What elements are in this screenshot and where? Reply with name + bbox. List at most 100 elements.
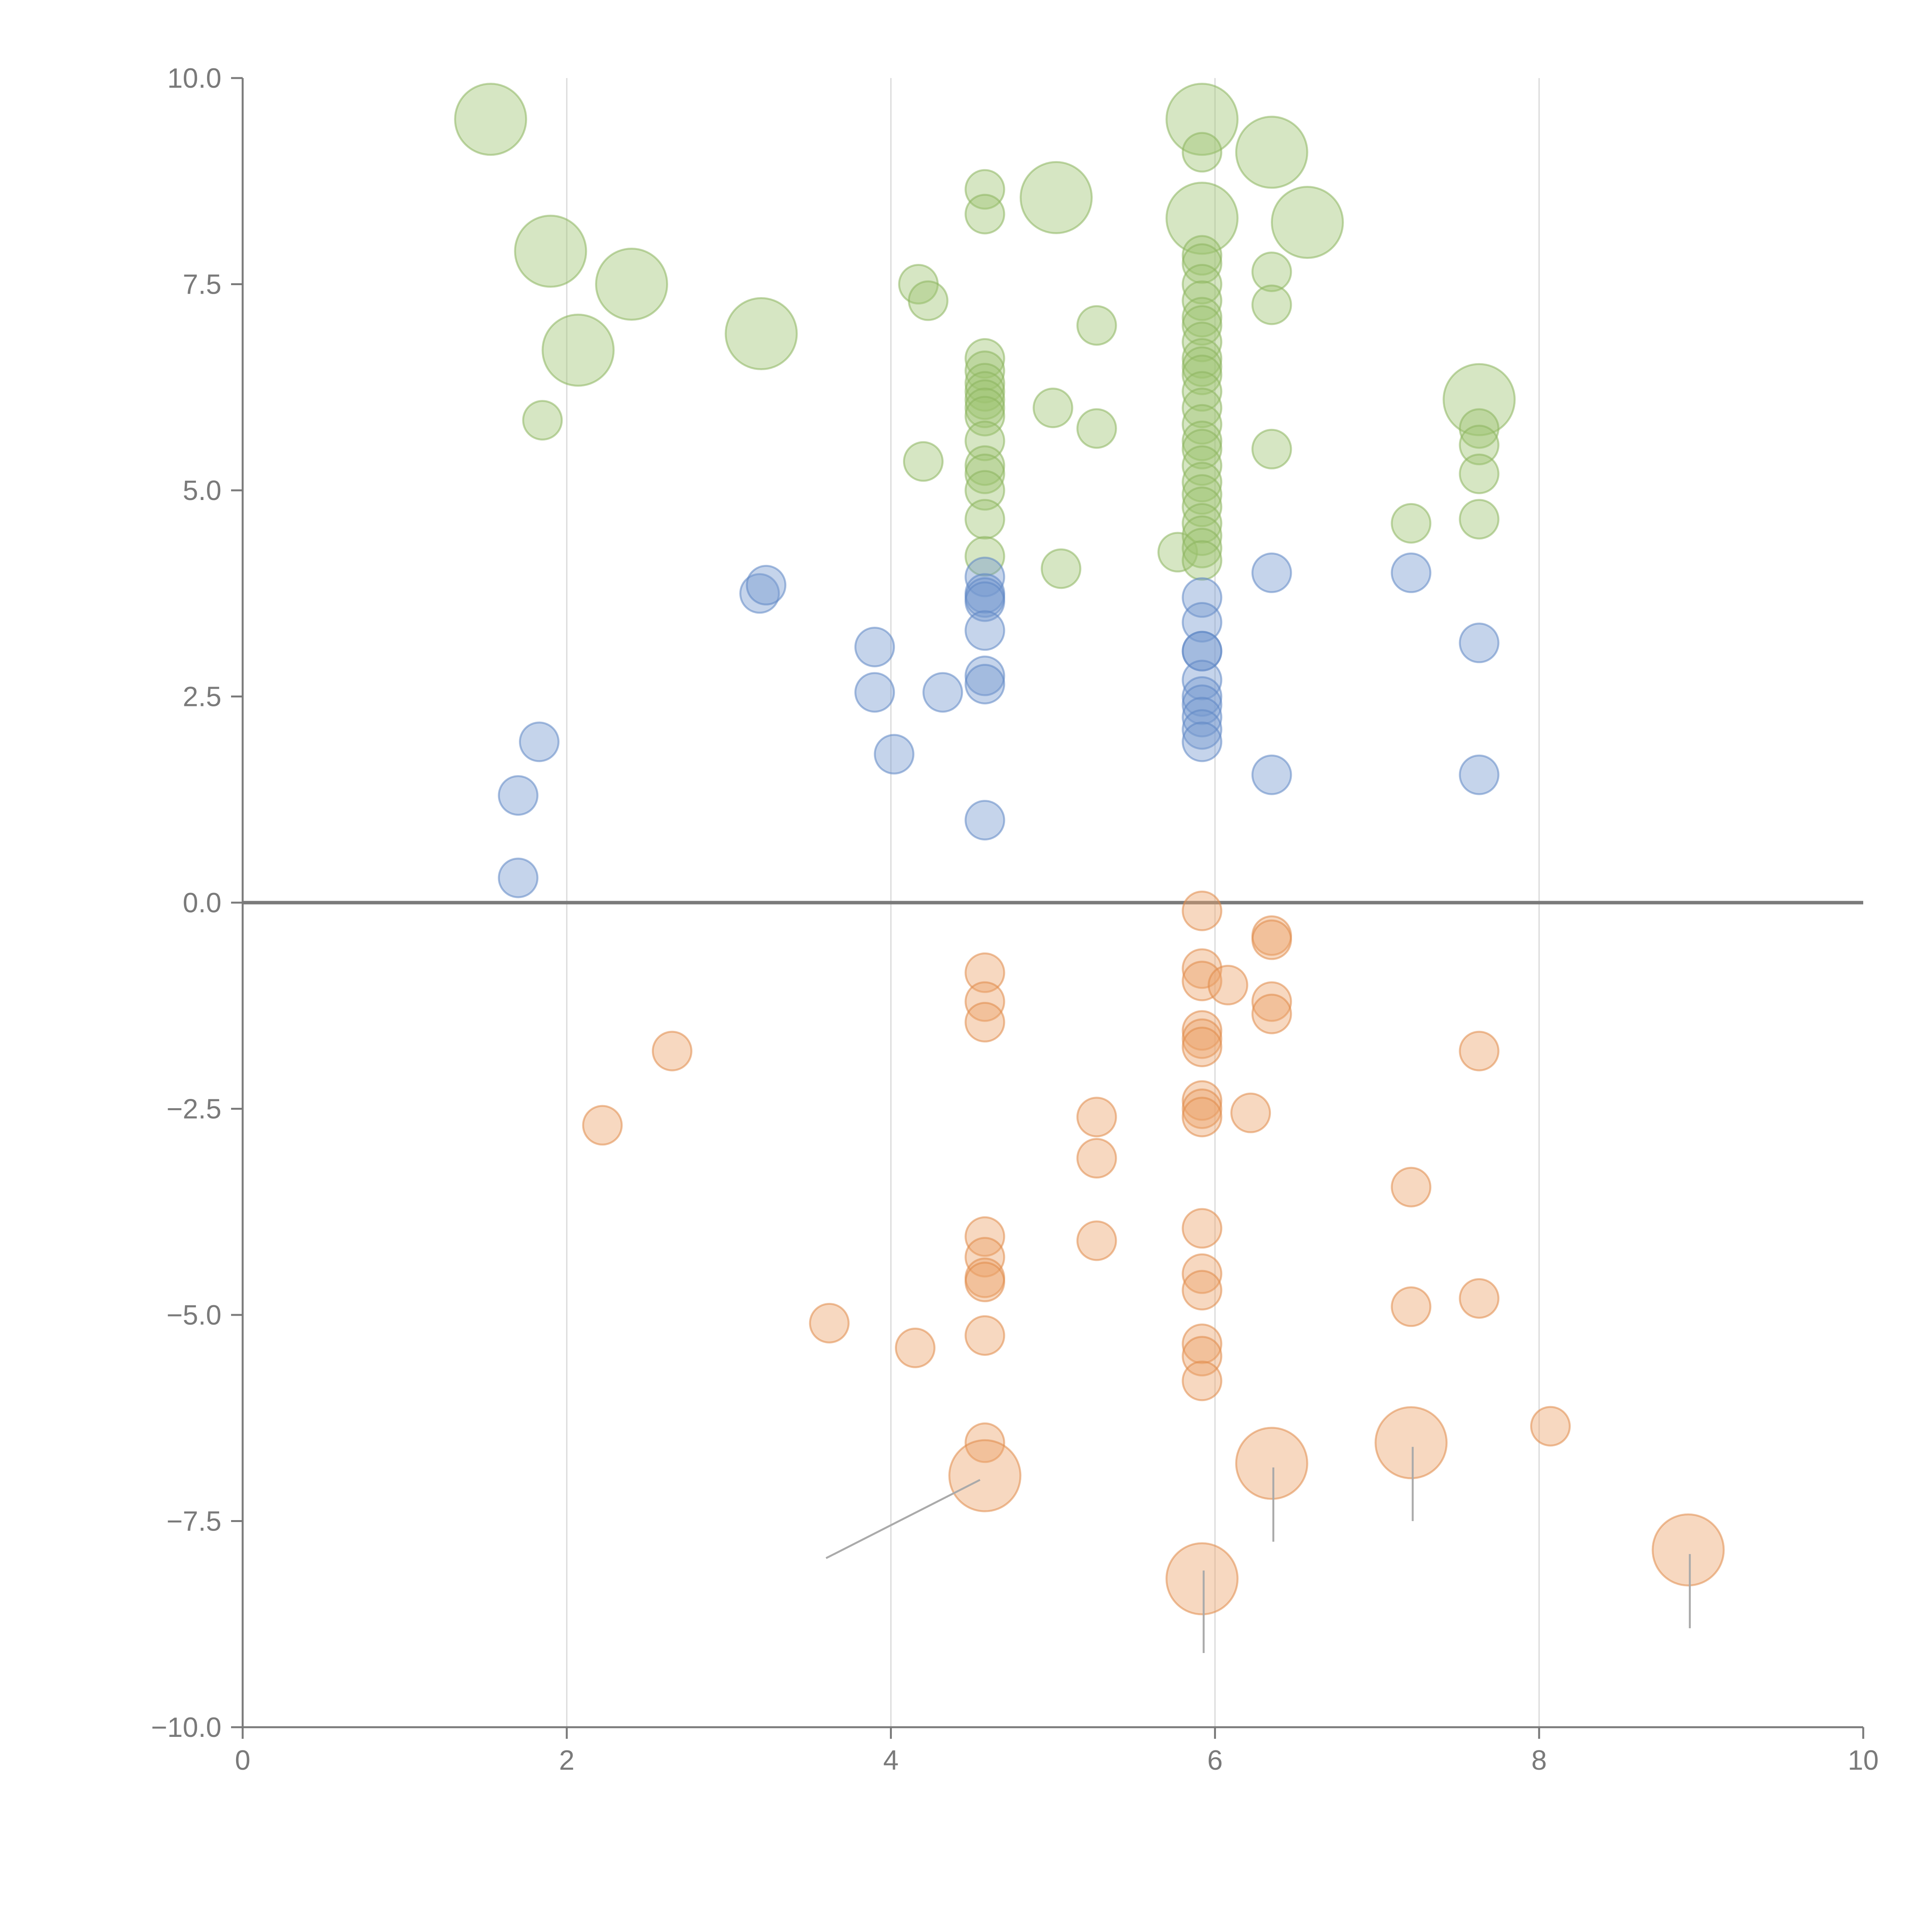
- positive-high-bubble: [908, 280, 949, 321]
- positive-high-bubble: [1182, 404, 1223, 445]
- x-tick-label: 4: [883, 1745, 899, 1776]
- positive-high-bubble: [1270, 185, 1344, 259]
- positive-low-bubble: [1459, 754, 1500, 795]
- negative-bubble: [1530, 1406, 1571, 1447]
- positive-high-bubble: [1391, 503, 1432, 544]
- positive-high-bubble: [1182, 474, 1223, 515]
- negative-bubble: [1374, 1406, 1448, 1480]
- negative-bubble: [1251, 919, 1292, 960]
- negative-bubble: [964, 1422, 1005, 1463]
- y-tick-label: −7.5: [167, 1506, 221, 1537]
- negative-bubble: [1182, 890, 1223, 931]
- positive-high-bubble: [964, 379, 1005, 420]
- positive-high-bubble: [964, 453, 1005, 494]
- negative-bubble: [1182, 961, 1223, 1002]
- positive-high-bubble: [1182, 527, 1223, 568]
- positive-high-bubble: [964, 499, 1005, 540]
- negative-bubble: [1182, 1097, 1223, 1138]
- negative-bubble: [964, 1216, 1005, 1257]
- y-tick-label: 7.5: [183, 269, 221, 300]
- positive-high-bubble: [1442, 363, 1516, 436]
- positive-high-bubble: [1182, 297, 1223, 338]
- positive-high-bubble: [1019, 161, 1093, 234]
- positive-high-bubble: [1459, 499, 1500, 540]
- positive-high-bubble: [1251, 251, 1292, 292]
- x-tick-label: 10: [1848, 1745, 1879, 1776]
- negative-bubble: [964, 1237, 1005, 1278]
- positive-high-bubble: [522, 400, 563, 441]
- positive-low-bubble: [1182, 676, 1223, 717]
- negative-bubble: [1235, 1427, 1308, 1500]
- positive-high-bubble: [1182, 264, 1223, 304]
- negative-bubble: [1459, 1031, 1500, 1071]
- x-tick-label: 8: [1531, 1745, 1547, 1776]
- positive-low-bubble: [498, 775, 539, 816]
- negative-bubble: [1182, 1080, 1223, 1121]
- negative-bubble: [1230, 1092, 1271, 1133]
- positive-low-bubble: [1182, 721, 1223, 762]
- positive-low-bubble: [1182, 577, 1223, 618]
- x-tick-label: 6: [1207, 1745, 1223, 1776]
- positive-low-bubble: [964, 610, 1005, 651]
- negative-bubble: [1251, 993, 1292, 1034]
- negative-bubble: [582, 1105, 623, 1146]
- positive-high-bubble: [1182, 371, 1223, 412]
- negative-bubble: [1182, 1010, 1223, 1051]
- positive-high-bubble: [1032, 388, 1073, 429]
- negative-bubble: [948, 1439, 1022, 1512]
- positive-low-bubble: [746, 565, 787, 605]
- positive-high-bubble: [724, 297, 798, 371]
- positive-low-bubble: [1182, 709, 1223, 750]
- negative-bubble: [1182, 1361, 1223, 1401]
- positive-high-bubble: [1251, 284, 1292, 325]
- y-tick-label: 5.0: [183, 475, 221, 506]
- negative-bubble: [1182, 1270, 1223, 1311]
- positive-high-bubble: [1041, 548, 1082, 589]
- negative-bubble: [1182, 1323, 1223, 1364]
- negative-bubble: [964, 1315, 1005, 1356]
- positive-high-bubble: [964, 388, 1005, 429]
- positive-low-bubble: [1459, 622, 1500, 663]
- negative-bubble: [1182, 1088, 1223, 1129]
- positive-high-bubble: [964, 420, 1005, 461]
- positive-high-bubble: [454, 83, 527, 156]
- negative-bubble: [1182, 948, 1223, 989]
- negative-bubble: [895, 1327, 936, 1368]
- positive-high-bubble: [1182, 338, 1223, 379]
- positive-low-bubble: [519, 721, 560, 762]
- positive-high-bubble: [1182, 280, 1223, 321]
- positive-high-bubble: [1182, 429, 1223, 469]
- positive-high-bubble: [1182, 420, 1223, 461]
- positive-low-bubble: [1182, 697, 1223, 738]
- positive-low-bubble: [964, 663, 1005, 704]
- positive-high-bubble: [1182, 354, 1223, 395]
- positive-high-bubble: [1182, 305, 1223, 346]
- positive-high-bubble: [1235, 116, 1308, 189]
- positive-low-bubble: [1251, 552, 1292, 593]
- positive-high-bubble: [1182, 388, 1223, 429]
- negative-bubble: [1076, 1220, 1117, 1261]
- axes: [231, 77, 1864, 1739]
- positive-high-bubble: [964, 169, 1005, 210]
- positive-high-bubble: [1459, 408, 1500, 449]
- positive-low-bubble: [964, 800, 1005, 841]
- positive-high-bubble: [1182, 132, 1223, 173]
- positive-high-bubble: [514, 214, 587, 288]
- positive-low-bubble: [1391, 552, 1432, 593]
- positive-low-bubble: [1182, 660, 1223, 701]
- positive-high-bubble: [964, 371, 1005, 412]
- positive-high-bubble: [964, 396, 1005, 437]
- positive-high-bubble: [1076, 305, 1117, 346]
- y-tick-label: −10.0: [151, 1712, 221, 1743]
- positive-high-bubble: [595, 248, 668, 321]
- positive-high-bubble: [964, 338, 1005, 379]
- positive-low-bubble: [922, 672, 963, 713]
- negative-bubble: [964, 1262, 1005, 1303]
- negative-bubble: [964, 981, 1005, 1022]
- negative-bubble: [1165, 1542, 1239, 1616]
- positive-low-bubble: [498, 857, 539, 898]
- y-tick-label: 2.5: [183, 682, 221, 713]
- negative-bubble: [1651, 1513, 1725, 1587]
- negative-bubble: [1076, 1138, 1117, 1179]
